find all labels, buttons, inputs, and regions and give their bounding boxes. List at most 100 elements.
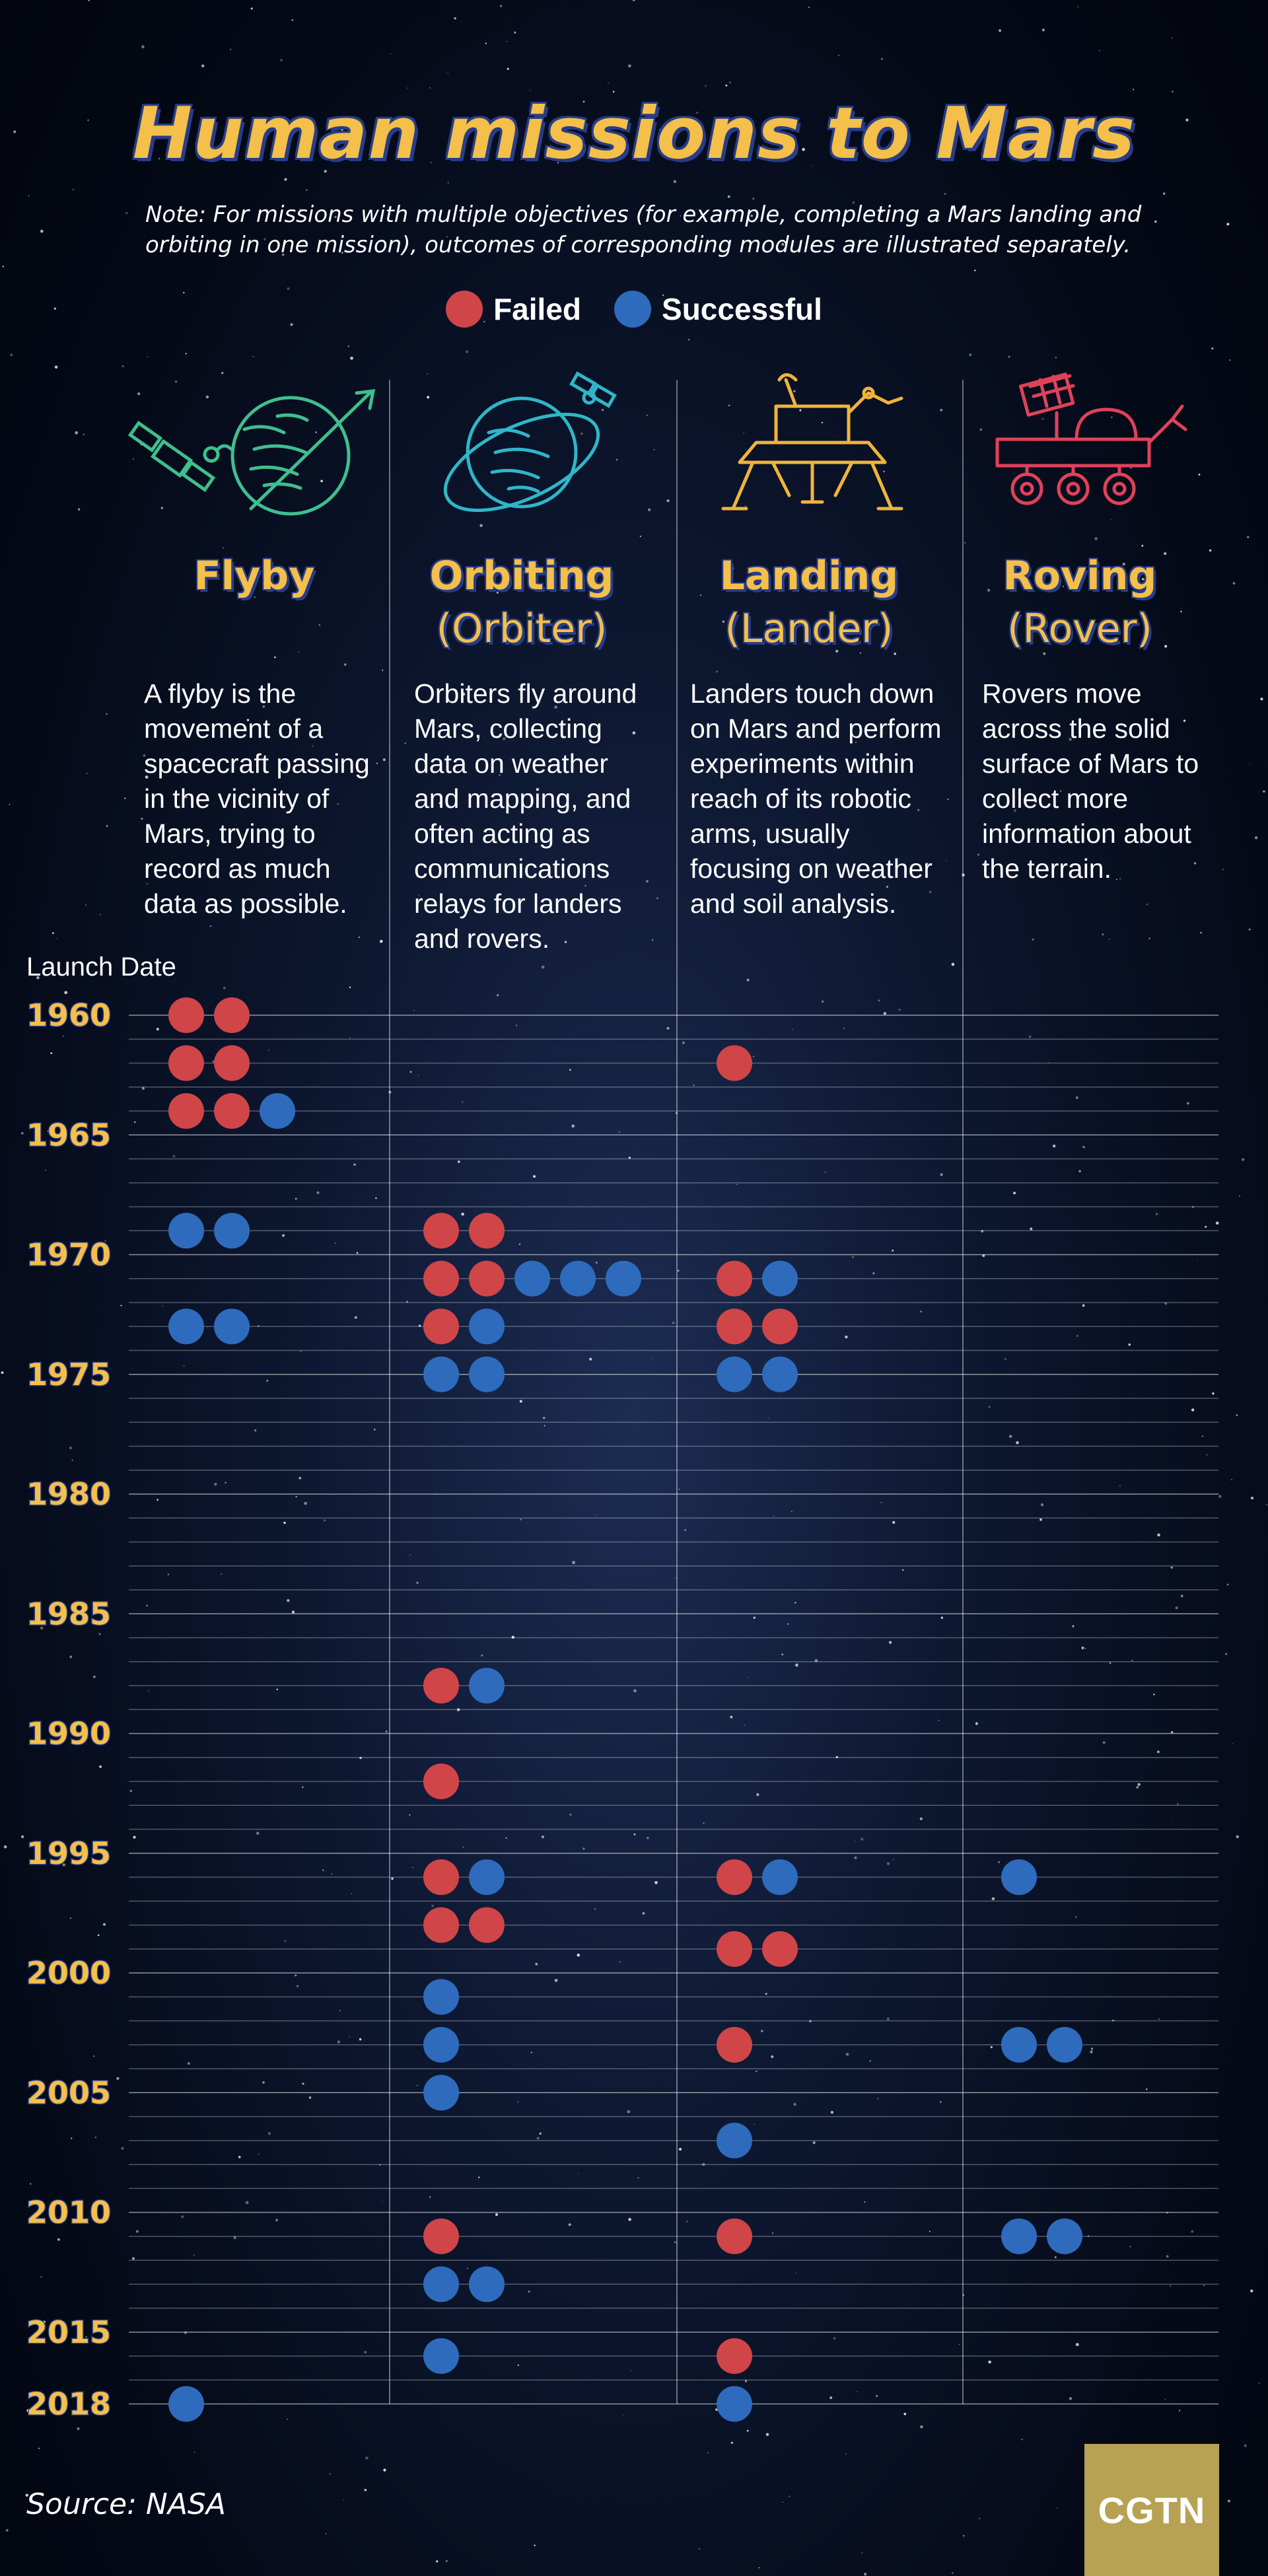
star — [1060, 790, 1062, 792]
star — [672, 1322, 675, 1324]
star — [845, 2052, 849, 2056]
star — [633, 1689, 637, 1693]
star — [646, 414, 649, 416]
star — [77, 508, 81, 511]
star — [300, 1351, 302, 1352]
star — [1171, 1731, 1174, 1734]
star — [1084, 1647, 1086, 1649]
star — [1193, 862, 1197, 865]
star — [3, 1845, 7, 1849]
star — [30, 2183, 32, 2185]
star — [988, 1406, 991, 1408]
star — [727, 195, 730, 198]
y-tick-label: 2018 — [26, 2386, 111, 2422]
star — [75, 431, 79, 435]
star — [962, 873, 965, 877]
star — [85, 2336, 87, 2338]
star — [632, 731, 636, 734]
star — [320, 480, 323, 483]
star — [852, 201, 855, 204]
star — [505, 1837, 507, 1839]
y-tick-label: 1990 — [26, 1716, 111, 1752]
y-tick-label: 1975 — [26, 1357, 111, 1392]
mission-dot-failed — [717, 1308, 752, 1345]
star — [21, 1131, 24, 1135]
star — [674, 2241, 676, 2243]
star — [534, 2544, 536, 2546]
star — [703, 1822, 705, 1824]
star — [845, 1335, 848, 1339]
star — [637, 2177, 639, 2179]
star — [304, 1501, 308, 1505]
star — [432, 729, 434, 732]
star — [133, 458, 134, 460]
star — [794, 1602, 796, 1604]
star — [835, 1756, 838, 1758]
star — [1041, 28, 1045, 32]
star — [248, 863, 250, 864]
star — [427, 373, 429, 375]
star — [578, 2173, 579, 2174]
star — [221, 372, 224, 375]
mission-dot-successful — [469, 2266, 505, 2303]
star — [843, 1027, 845, 1029]
star — [302, 1786, 304, 1788]
star — [872, 1272, 875, 1275]
star — [940, 2101, 942, 2103]
star — [478, 898, 480, 900]
star — [990, 2046, 993, 2048]
star — [129, 1789, 132, 1792]
star — [968, 353, 972, 357]
star — [184, 795, 188, 799]
star — [1191, 2230, 1194, 2233]
star — [520, 1519, 522, 1521]
star — [499, 5, 503, 7]
star — [920, 1310, 922, 1312]
star — [855, 741, 857, 743]
star — [1128, 1343, 1131, 1346]
star — [284, 1940, 287, 1942]
star — [947, 798, 949, 801]
star — [256, 1832, 260, 1835]
star — [97, 1934, 100, 1937]
star — [1254, 836, 1258, 840]
star — [1239, 1195, 1240, 1197]
star — [1229, 359, 1231, 361]
star — [359, 2038, 362, 2041]
star — [554, 705, 557, 709]
star — [503, 737, 506, 740]
star — [835, 153, 837, 155]
star — [273, 839, 275, 841]
star — [802, 147, 805, 151]
star — [267, 1050, 269, 1051]
star — [686, 2220, 688, 2223]
star — [958, 2343, 960, 2345]
star — [44, 1169, 46, 1171]
star — [233, 2236, 236, 2239]
star — [1129, 2246, 1131, 2247]
star — [462, 1846, 464, 1848]
star — [1141, 577, 1145, 581]
star — [214, 1483, 217, 1486]
star — [883, 1012, 887, 1015]
star — [569, 1813, 572, 1816]
star — [752, 197, 755, 200]
star — [1211, 347, 1214, 350]
star — [353, 1163, 356, 1166]
mission-dot-successful — [214, 1308, 250, 1345]
star — [628, 2217, 631, 2221]
star — [324, 1519, 326, 1522]
star — [535, 1962, 538, 1966]
star — [93, 1675, 96, 1678]
star — [1209, 549, 1212, 552]
star — [1170, 1566, 1173, 1569]
star — [85, 904, 87, 906]
star — [861, 1838, 864, 1841]
star — [274, 656, 276, 659]
star — [416, 1581, 419, 1585]
star — [10, 353, 13, 357]
star — [337, 803, 339, 805]
star — [283, 1521, 286, 1524]
star — [730, 1715, 733, 1719]
star — [479, 524, 483, 527]
